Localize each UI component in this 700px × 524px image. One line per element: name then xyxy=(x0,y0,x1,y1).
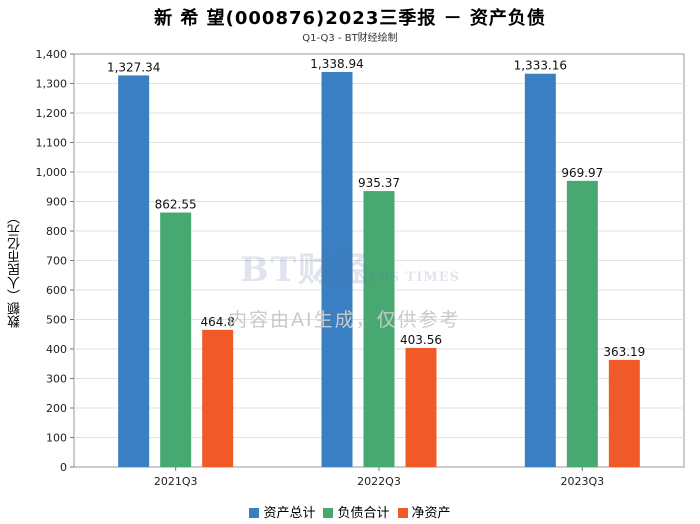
y-tick-label: 1,300 xyxy=(36,78,68,91)
x-tick-label: 2022Q3 xyxy=(357,475,401,488)
data-label: 969.97 xyxy=(561,166,603,180)
watermark-logo-text: BT财经 xyxy=(240,250,371,290)
bar xyxy=(160,212,192,467)
watermark-text: 内容由AI生成，仅供参考 xyxy=(228,309,461,331)
bar xyxy=(405,347,437,467)
x-tick-label: 2021Q3 xyxy=(154,475,198,488)
chart-legend: 资产总计 负债合计 净资产 xyxy=(0,502,700,521)
legend-swatch xyxy=(323,508,334,518)
legend-label: 资产总计 xyxy=(263,506,316,521)
data-label: 403.56 xyxy=(400,333,442,347)
x-tick-label: 2023Q3 xyxy=(561,475,605,488)
y-tick-label: 1,200 xyxy=(36,107,68,120)
bar xyxy=(321,72,353,468)
y-tick-label: 500 xyxy=(46,314,67,327)
bar xyxy=(118,75,150,468)
y-tick-label: 1,400 xyxy=(36,48,68,61)
chart-subtitle: Q1-Q3 - BT财经绘制 xyxy=(302,33,398,44)
data-label: 1,327.34 xyxy=(107,60,160,74)
data-label: 363.19 xyxy=(603,345,645,359)
watermark-logo: BT财经 BUSINESS TIMES xyxy=(240,240,480,290)
legend-label: 净资产 xyxy=(411,506,451,521)
chart-title: 新 希 望(000876)2023三季报 － 资产负债 xyxy=(154,8,546,29)
watermark-logo-sub: BUSINESS TIMES xyxy=(314,270,461,285)
data-label: 1,338.94 xyxy=(310,57,363,71)
data-label: 464.8 xyxy=(200,315,234,329)
bar xyxy=(524,73,556,467)
y-tick-label: 400 xyxy=(46,343,67,356)
y-tick-label: 1,100 xyxy=(36,137,68,150)
y-tick-label: 100 xyxy=(46,432,67,445)
legend-swatch xyxy=(397,508,408,518)
legend-item: 负债合计 xyxy=(323,502,390,521)
y-tick-label: 900 xyxy=(46,196,67,209)
y-tick-label: 0 xyxy=(60,461,67,474)
bar xyxy=(202,329,234,467)
y-tick-label: 200 xyxy=(46,402,67,415)
y-tick-label: 1,000 xyxy=(36,166,68,179)
y-tick-label: 800 xyxy=(46,225,67,238)
data-label: 862.55 xyxy=(155,198,197,212)
legend-label: 负债合计 xyxy=(337,506,390,521)
data-label: 1,333.16 xyxy=(514,59,567,73)
data-label: 935.37 xyxy=(358,176,400,190)
legend-swatch xyxy=(249,508,260,518)
legend-item: 净资产 xyxy=(397,502,451,521)
bar xyxy=(566,180,598,467)
y-tick-label: 700 xyxy=(46,255,67,268)
y-tick-label: 600 xyxy=(46,284,67,297)
y-tick-label: 300 xyxy=(46,373,67,386)
legend-item: 资产总计 xyxy=(249,502,315,521)
bar xyxy=(363,191,395,467)
bar xyxy=(608,359,640,467)
